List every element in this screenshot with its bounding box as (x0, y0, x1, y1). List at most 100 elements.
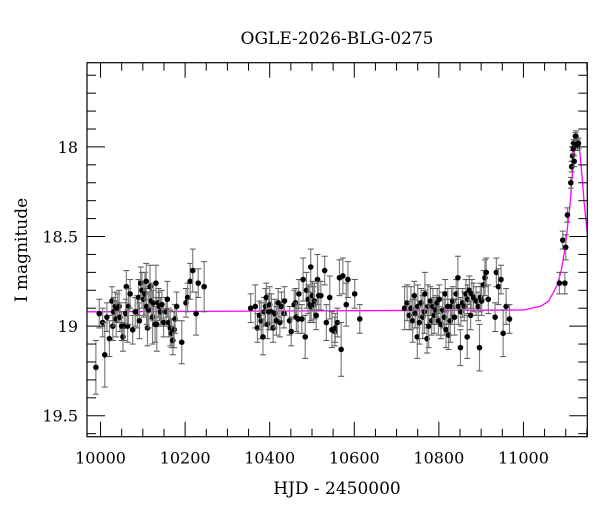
data-point (467, 312, 474, 319)
data-point (455, 303, 462, 310)
data-point (564, 212, 571, 218)
model-curve (87, 136, 588, 313)
data-point (96, 310, 103, 317)
data-point (338, 346, 344, 353)
data-point (482, 274, 488, 281)
data-point (313, 312, 320, 319)
plot-area: 10000 10200 10400 10600 10800 11000 18 18.5 19 19… (42, 62, 588, 468)
data-point (483, 269, 490, 276)
data-point (457, 344, 464, 351)
data-point (157, 308, 164, 315)
data-point (173, 303, 180, 310)
data-point (414, 334, 421, 340)
data-point (187, 278, 193, 285)
data-point (127, 291, 133, 297)
data-point (326, 294, 333, 301)
x-tick-label: 10000 (75, 449, 126, 468)
data-point (153, 280, 159, 286)
data-point (159, 301, 165, 308)
data-point (442, 291, 449, 297)
data-point (476, 344, 483, 351)
data-point (193, 310, 199, 317)
data-point (506, 316, 513, 322)
data-point (129, 326, 136, 333)
data-point (101, 352, 108, 358)
data-point (143, 278, 150, 285)
data-point (288, 328, 295, 335)
data-point (485, 296, 492, 303)
data-point (318, 292, 324, 299)
data-point (345, 276, 351, 283)
x-tick-label: 11000 (498, 449, 549, 468)
data-point (568, 179, 574, 186)
data-point (321, 267, 328, 274)
x-tick-label: 10400 (244, 449, 295, 468)
data-point (562, 280, 568, 286)
data-point (559, 237, 566, 243)
data-point (340, 273, 346, 279)
data-point (455, 274, 461, 281)
data-point (104, 314, 110, 320)
x-tick-label: 10600 (329, 449, 380, 468)
data-point (571, 158, 577, 165)
data-point (307, 264, 314, 270)
data-point (473, 298, 479, 304)
data-point (93, 364, 99, 371)
data-point (495, 283, 502, 290)
data-point (493, 269, 500, 276)
data-point (278, 303, 285, 310)
data-point (332, 325, 339, 331)
data-point (299, 316, 305, 322)
data-point (411, 292, 418, 299)
chart-title: OGLE-2026-BLG-0275 (241, 29, 434, 49)
x-tick-label: 10800 (413, 449, 464, 468)
x-axis-label: HJD - 2450000 (273, 479, 401, 499)
data-point (443, 326, 449, 333)
y-axis-label: I magnitude (12, 198, 32, 302)
data-point (498, 276, 504, 283)
data-point (427, 298, 434, 304)
data-point (171, 326, 177, 333)
data-point (323, 319, 330, 326)
y-tick-label: 18 (58, 138, 78, 157)
data-point (464, 334, 470, 340)
data-point (334, 319, 341, 326)
data-point (120, 334, 126, 340)
data-point (492, 314, 498, 320)
data-point (296, 291, 302, 297)
y-tick-label: 19.5 (42, 407, 78, 426)
data-point (260, 334, 266, 340)
data-point (302, 334, 309, 340)
plot-frame (86, 62, 588, 438)
data-point (451, 314, 458, 320)
data-point (351, 291, 358, 297)
data-point (343, 301, 350, 308)
y-tick-label: 19 (58, 317, 78, 336)
data-point (562, 244, 569, 251)
data-point (178, 339, 185, 346)
data-point (416, 319, 423, 326)
data-point (136, 317, 143, 324)
data-point (252, 303, 259, 310)
data-point (300, 276, 306, 283)
data-point (263, 294, 270, 301)
data-point (436, 296, 443, 303)
data-point (475, 303, 481, 310)
data-point (189, 267, 196, 274)
data-point (195, 280, 202, 286)
data-point (275, 300, 281, 306)
data-point (160, 319, 167, 326)
data-point (201, 283, 207, 290)
data-point (247, 305, 254, 312)
data-point (422, 291, 428, 297)
data-point (500, 330, 506, 337)
data-point (170, 337, 176, 344)
data-point (356, 316, 363, 322)
y-tick-label: 18.5 (42, 228, 78, 247)
data-point (164, 296, 171, 303)
data-point (281, 298, 288, 304)
x-tick-label: 10200 (160, 449, 211, 468)
data-point (116, 303, 122, 310)
data-point (401, 305, 408, 312)
